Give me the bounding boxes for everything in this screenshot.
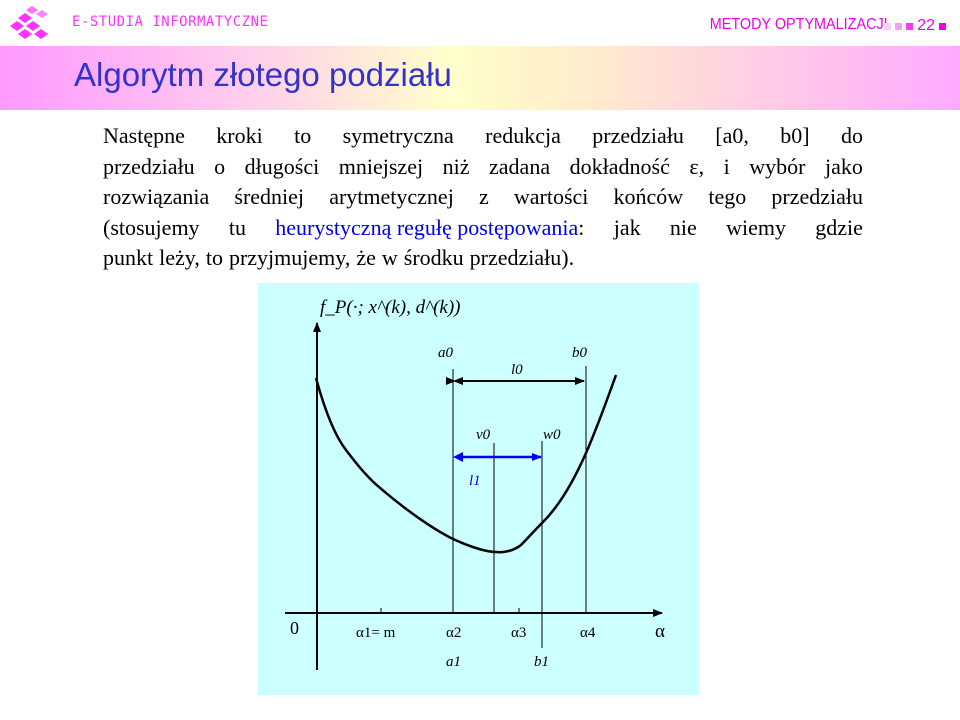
word: (stosujemy: [103, 214, 200, 240]
paragraph-line: Następne kroki to symetryczna redukcja przedz…: [103, 121, 863, 152]
slide-title: Algorytm złotego podziału: [74, 56, 452, 93]
label-alpha1: α1= m: [356, 625, 396, 641]
body-paragraph: Następne kroki to symetryczna redukcja przedz…: [103, 121, 863, 274]
word: [a0,: [715, 123, 749, 148]
word: o: [214, 153, 226, 179]
word: z: [478, 184, 489, 209]
page-number: 22: [917, 17, 935, 34]
word: symetryczna: [342, 123, 454, 148]
word: końców: [613, 184, 684, 209]
word: wiemy: [726, 214, 786, 240]
word: leży,: [159, 245, 200, 270]
word: wartości: [513, 184, 589, 209]
label-a0: a0: [438, 345, 454, 361]
paragraph-line: (stosujemy tu heurystyczną regułę postępow…: [103, 213, 863, 244]
word: gdzie: [815, 214, 863, 240]
label-alpha4: α4: [580, 625, 596, 641]
paragraph-line: rozwiązania średniej arytmetycznej z wartośc…: [103, 182, 863, 213]
word: że: [356, 245, 376, 270]
word: dokładność: [569, 153, 670, 179]
word: to: [294, 123, 312, 148]
word: heurystyczną regułę postępowania:: [275, 214, 585, 240]
label-w0: w0: [543, 427, 561, 443]
word: niż: [442, 153, 470, 179]
highlight-term: heurystyczną regułę postępowania: [275, 214, 579, 240]
label-a1: a1: [446, 654, 461, 670]
paragraph-line: przedziału o długości mniejszej niż zadana dok…: [103, 152, 863, 183]
word: nie: [669, 214, 697, 240]
word: średniej: [234, 184, 305, 209]
y-axis-label: f_P(·; x^(k), d^(k)): [320, 297, 461, 318]
word: rozwiązania: [103, 184, 210, 209]
word: i: [723, 153, 730, 179]
word: przedziału: [103, 153, 195, 179]
word: długości: [244, 153, 320, 179]
label-alpha3: α3: [511, 625, 526, 641]
golden-section-diagram: f_P(·; x^(k), d^(k)) α 0 a0 b0 l0 v0 w0 …: [258, 283, 699, 695]
word: kroki: [216, 123, 263, 148]
word: przyjmujemy,: [228, 245, 351, 270]
label-l0: l0: [511, 362, 523, 378]
function-curve: [314, 374, 618, 554]
label-b0: b0: [572, 345, 588, 361]
word: arytmetycznej: [329, 184, 454, 209]
word: przedziału).: [469, 245, 575, 270]
pager-square: [939, 22, 946, 30]
pager-square: [895, 22, 903, 30]
word: tu: [228, 214, 246, 240]
label-v0: v0: [476, 427, 491, 443]
paragraph-line: punkt leży, to przyjmujemy, że w środku przedzi…: [103, 243, 863, 274]
word: mniejszej: [338, 153, 424, 179]
e-studia-logo: [10, 6, 48, 39]
word: ε,: [689, 153, 705, 179]
word: przedziału: [592, 123, 684, 148]
brand-name: E-STUDIA INFORMATYCZNE: [72, 14, 269, 30]
word: do: [841, 123, 863, 148]
label-l1: l1: [469, 473, 481, 489]
l1-arrowhead: [453, 452, 463, 462]
word: środku: [403, 245, 464, 270]
word: jako: [825, 153, 863, 179]
word: tego: [708, 184, 747, 209]
title-band: [0, 46, 960, 110]
x-axis-label: α: [655, 621, 665, 642]
pager-square: [906, 22, 914, 30]
word: punkt: [103, 245, 154, 270]
l0-arrowhead: [453, 377, 463, 385]
word: redukcja: [485, 123, 561, 148]
origin-label: 0: [290, 618, 299, 638]
pager-square: [884, 22, 892, 30]
label-b1: b1: [534, 654, 549, 670]
course-title: METODY OPTYMALIZACJI: [710, 16, 888, 33]
word: zadana: [489, 153, 551, 179]
diagram-svg: f_P(·; x^(k), d^(k)) α 0 a0 b0 l0 v0 w0 …: [285, 297, 665, 670]
label-alpha2: α2: [446, 625, 461, 641]
word: jak: [613, 214, 641, 240]
word: to: [205, 245, 223, 270]
page-indicator: 22: [884, 17, 946, 35]
word: w: [381, 245, 398, 270]
word: Następne: [103, 123, 185, 148]
word: b0]: [780, 123, 810, 148]
word: wybór: [749, 153, 806, 179]
word: przedziału: [771, 184, 863, 209]
